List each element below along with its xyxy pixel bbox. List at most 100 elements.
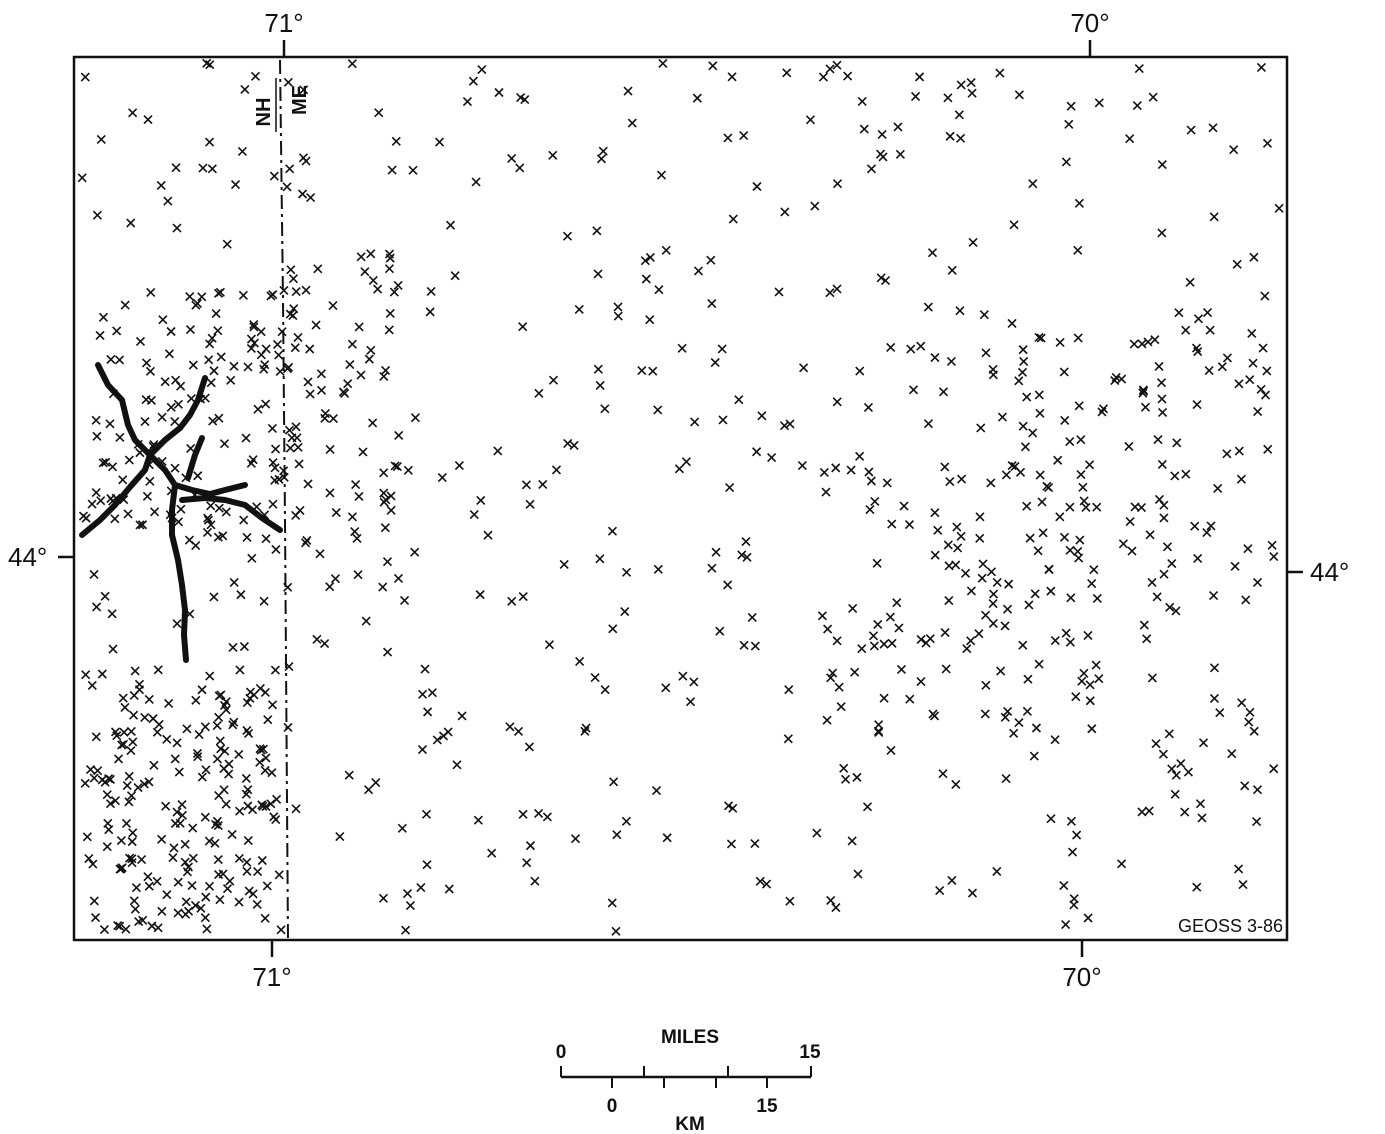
x-icon — [253, 866, 263, 877]
x-icon — [956, 531, 966, 541]
x-icon — [89, 569, 99, 579]
x-icon — [268, 499, 278, 509]
x-icon — [678, 671, 688, 681]
x-icon — [204, 881, 215, 891]
x-icon — [986, 478, 996, 488]
x-icon — [1007, 318, 1017, 329]
x-icon — [221, 507, 231, 517]
x-icon — [1172, 438, 1182, 448]
x-icon — [148, 714, 158, 724]
x-icon — [168, 852, 178, 863]
x-icon — [821, 487, 831, 497]
x-icon — [89, 896, 99, 906]
x-icon — [563, 438, 573, 449]
x-icon — [350, 526, 360, 537]
x-icon — [127, 854, 137, 864]
x-icon — [176, 504, 186, 514]
x-icon — [245, 687, 256, 697]
x-icon — [1249, 252, 1259, 262]
x-icon — [204, 836, 214, 846]
x-icon — [267, 768, 277, 778]
x-icon — [893, 122, 903, 132]
x-icon — [707, 563, 717, 573]
x-icon — [172, 619, 182, 629]
x-icon — [239, 641, 249, 652]
x-icon — [399, 595, 410, 606]
x-icon — [206, 378, 216, 388]
x-icon — [1236, 474, 1246, 484]
x-icon — [620, 606, 630, 617]
x-icon — [1193, 314, 1204, 324]
x-icon — [1059, 367, 1069, 377]
x-icon — [85, 764, 96, 775]
x-icon — [1183, 767, 1193, 777]
x-icon — [331, 507, 341, 518]
x-icon — [140, 416, 150, 427]
x-icon — [218, 531, 228, 541]
x-icon — [739, 130, 749, 141]
x-icon — [226, 375, 236, 385]
x-icon — [711, 547, 721, 557]
x-icon — [1262, 138, 1273, 148]
x-icon — [294, 459, 304, 469]
x-icon — [1066, 101, 1076, 111]
x-icon — [544, 640, 555, 650]
x-icon — [1055, 337, 1065, 348]
x-icon — [875, 149, 886, 159]
x-icon — [246, 458, 256, 468]
scale-km-title: KM — [675, 1114, 705, 1134]
x-icon — [1167, 558, 1177, 569]
x-icon — [135, 448, 145, 458]
x-icon — [1125, 516, 1135, 527]
x-icon — [1092, 502, 1102, 512]
x-icon — [651, 785, 662, 796]
x-icon — [1074, 401, 1084, 411]
x-icon — [100, 591, 110, 601]
x-icon — [1079, 668, 1089, 678]
x-icon — [200, 812, 210, 822]
x-icon — [1208, 123, 1218, 133]
x-icon — [158, 315, 168, 325]
x-icon — [966, 78, 976, 88]
x-icon — [933, 525, 943, 535]
x-icon — [690, 417, 700, 427]
x-icon — [274, 870, 284, 880]
x-icon — [608, 624, 618, 634]
x-icon — [908, 385, 919, 395]
x-icon — [1018, 421, 1028, 431]
x-icon — [855, 451, 865, 461]
x-icon — [1031, 723, 1042, 733]
x-icon — [1138, 388, 1148, 398]
x-icon — [1267, 540, 1277, 550]
marker-group — [77, 58, 1284, 936]
x-icon — [170, 416, 180, 427]
x-icon — [785, 896, 795, 906]
x-icon — [91, 415, 101, 425]
x-icon — [185, 324, 196, 335]
x-icon — [284, 662, 294, 672]
x-icon — [181, 897, 191, 907]
x-icon — [170, 754, 180, 764]
x-icon — [347, 59, 357, 69]
x-icon — [96, 496, 106, 506]
x-icon — [124, 797, 134, 807]
x-icon — [864, 467, 874, 477]
x-icon — [1258, 343, 1268, 353]
x-icon — [548, 375, 559, 385]
x-icon — [981, 610, 991, 620]
x-icon — [111, 493, 121, 503]
x-icon — [202, 924, 212, 934]
x-icon — [648, 366, 658, 376]
x-icon — [166, 402, 176, 412]
x-icon — [92, 602, 102, 612]
x-icon — [128, 737, 138, 747]
x-icon — [1069, 894, 1079, 904]
x-icon — [285, 164, 295, 174]
x-icon — [1145, 530, 1155, 540]
x-icon — [981, 348, 991, 358]
x-icon — [80, 778, 90, 788]
x-icon — [997, 412, 1008, 422]
x-icon — [193, 752, 203, 762]
x-icon — [1024, 600, 1034, 610]
x-icon — [214, 413, 224, 423]
